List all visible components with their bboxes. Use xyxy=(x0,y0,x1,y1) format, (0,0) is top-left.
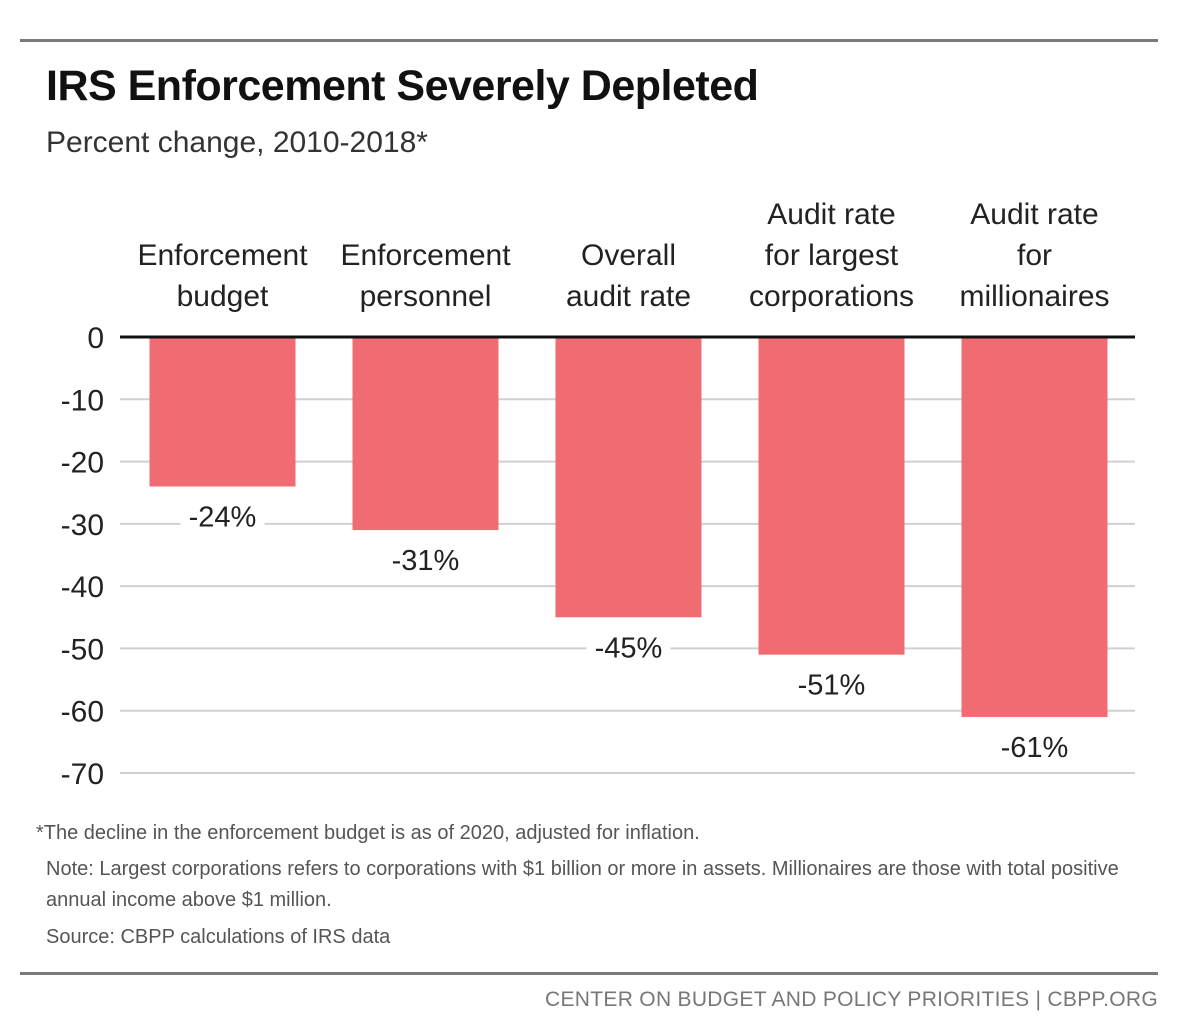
source: Source: CBPP calculations of IRS data xyxy=(46,926,391,948)
data-label-bg xyxy=(789,666,874,703)
data-label-bg xyxy=(383,542,468,579)
category-label: Enforcement xyxy=(137,239,308,272)
bar xyxy=(555,337,702,618)
category-label: budget xyxy=(177,280,269,313)
data-label: -45% xyxy=(595,632,663,664)
category-label: for largest xyxy=(765,239,899,272)
y-tick-label: -30 xyxy=(61,509,104,542)
data-label-bg xyxy=(586,629,671,666)
bar xyxy=(758,337,905,655)
category-label: Audit rate xyxy=(767,198,895,231)
data-label-bg xyxy=(180,498,265,535)
notes: *The decline in the enforcement budget i… xyxy=(36,818,1156,958)
chart-subtitle: Percent change, 2010-2018* xyxy=(46,126,428,159)
bar xyxy=(352,337,499,531)
y-tick-label: 0 xyxy=(87,322,104,355)
category-label: for xyxy=(1017,239,1052,272)
bottom-rule xyxy=(20,972,1158,975)
category-label: millionaires xyxy=(959,280,1109,313)
category-label: corporations xyxy=(749,280,914,313)
chart-title: IRS Enforcement Severely Depleted xyxy=(46,62,759,110)
y-tick-label: -50 xyxy=(61,633,104,666)
category-label: audit rate xyxy=(566,280,691,313)
y-tick-label: -70 xyxy=(61,758,104,791)
category-label: Overall xyxy=(581,239,676,272)
bar xyxy=(149,337,296,487)
category-label: personnel xyxy=(360,280,492,313)
y-tick-label: -60 xyxy=(61,696,104,729)
top-rule xyxy=(20,39,1158,42)
bar xyxy=(961,337,1108,717)
data-label: -24% xyxy=(189,501,257,533)
bar-chart: 0 -10 -20 -30 -40 -50 -60 -70 -24% Enforcement bud… xyxy=(61,198,1135,791)
category-label: Enforcement xyxy=(340,239,511,272)
category-label: Audit rate xyxy=(970,198,1098,231)
y-tick-label: -20 xyxy=(61,447,104,480)
y-tick-label: -40 xyxy=(61,571,104,604)
data-label: -61% xyxy=(1001,732,1069,764)
note: Note: Largest corporations refers to cor… xyxy=(46,858,1119,911)
footnote: *The decline in the enforcement budget i… xyxy=(36,822,700,844)
data-label: -31% xyxy=(392,545,460,577)
data-label: -51% xyxy=(798,670,866,702)
y-tick-label: -10 xyxy=(61,384,104,417)
data-label-bg xyxy=(992,728,1077,765)
footer-credit: CENTER ON BUDGET AND POLICY PRIORITIES |… xyxy=(545,988,1158,1011)
